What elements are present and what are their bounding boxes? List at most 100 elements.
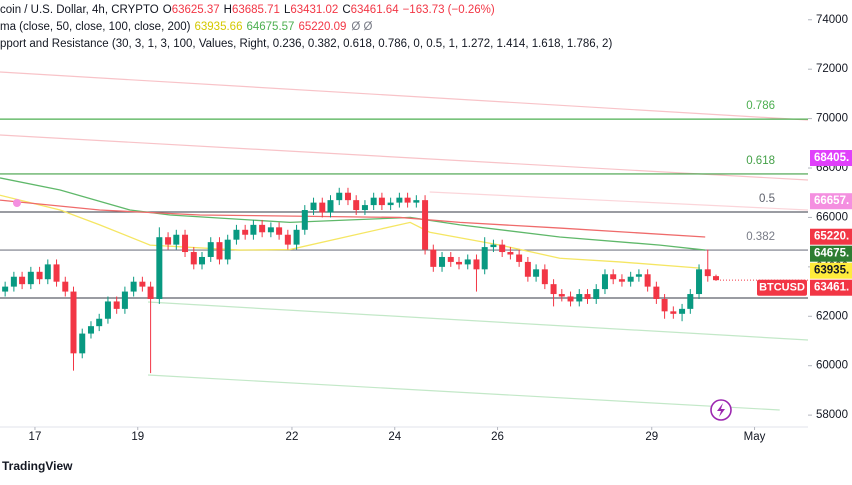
ohlc-value: 63431.02 — [290, 4, 338, 16]
price-label-box — [810, 279, 852, 296]
price-label-box — [810, 262, 852, 279]
candle-body — [79, 333, 86, 354]
candle-body — [413, 200, 420, 203]
candle-body — [156, 237, 163, 299]
ohlc-value: 63625.37 — [172, 4, 220, 16]
x-tick-label: May — [744, 431, 766, 443]
candle-body — [464, 259, 471, 265]
candle-body — [87, 326, 94, 334]
candle-body — [635, 274, 642, 277]
y-tick-label: 58000 — [816, 409, 848, 421]
candle-body — [644, 274, 651, 287]
candle-body — [550, 284, 557, 295]
alert-icon[interactable] — [710, 399, 732, 421]
candle-body — [27, 271, 34, 285]
header-line: coin / U.S. Dollar, 4h, CRYPTO O63625.37 H… — [0, 4, 495, 16]
candle-body — [558, 294, 565, 297]
candle-body — [259, 224, 266, 233]
candle-body — [455, 261, 462, 265]
indicator-name: ma (close, 50, close, 100, close, 200) — [0, 21, 191, 33]
candle-body — [336, 192, 343, 201]
price-label: 63461. — [814, 282, 849, 294]
candle-body — [679, 308, 686, 314]
x-tick-label: 22 — [286, 431, 299, 443]
ohlc-key: C — [342, 4, 350, 16]
ohlc-value: 63461.64 — [351, 4, 400, 16]
candle-body — [284, 234, 291, 245]
candle-body — [404, 197, 411, 203]
candle-body — [447, 256, 454, 262]
candle-body — [233, 229, 240, 240]
candle-body — [422, 200, 429, 250]
sr-level-label: 0.5 — [759, 193, 775, 205]
candle-body — [319, 202, 326, 213]
candle-body — [44, 264, 51, 280]
candle-body — [190, 252, 197, 265]
candle-body — [627, 276, 634, 282]
candle-body — [687, 294, 694, 309]
candle-body — [507, 252, 514, 255]
candle-body — [276, 227, 283, 235]
y-tick-label: 62000 — [816, 310, 848, 322]
price-label-box — [810, 228, 852, 245]
sr-level-label: 0.382 — [746, 231, 775, 243]
x-tick-label: 29 — [645, 431, 658, 443]
price-label: 65220. — [814, 231, 849, 243]
candle-body — [387, 202, 394, 206]
price-label: 68405. — [814, 152, 849, 164]
candle-body — [370, 197, 377, 206]
candle-body — [293, 229, 300, 245]
trendline — [147, 374, 780, 411]
x-tick-label: 24 — [388, 431, 401, 443]
y-tick-label: 60000 — [816, 360, 848, 372]
price-label: 63935. — [814, 265, 849, 277]
x-tick-label: 19 — [131, 431, 144, 443]
brand: TradingView — [2, 459, 73, 473]
moving-average — [0, 177, 706, 251]
sr-level-label: 0.618 — [746, 155, 775, 167]
candle-body — [327, 200, 334, 213]
candle-body — [242, 229, 249, 235]
candle-body — [473, 259, 480, 270]
y-tick-label: 70000 — [816, 113, 848, 125]
candle-body — [344, 192, 351, 201]
candle-body — [670, 311, 677, 314]
candle-body — [139, 281, 146, 287]
candle-body — [36, 271, 43, 280]
candle-body — [207, 242, 214, 257]
candle-body — [541, 269, 548, 285]
candle-body — [216, 242, 223, 260]
candle-body — [584, 294, 591, 299]
y-tick-label: 66000 — [816, 211, 848, 223]
indicator-value: 63935.66 — [195, 21, 243, 33]
y-tick-label: 72000 — [816, 63, 848, 75]
candle-body — [533, 269, 540, 277]
trendline — [147, 301, 809, 341]
candle-body — [353, 200, 360, 211]
y-tick-label: 74000 — [816, 14, 848, 26]
candle-body — [10, 276, 17, 287]
candle-body — [147, 286, 154, 299]
indicator-value: 64675.57 — [246, 21, 294, 33]
candle-body — [661, 298, 668, 312]
candle-body — [121, 291, 128, 309]
candle-body — [653, 286, 660, 299]
candle-body — [704, 269, 711, 277]
moving-average — [0, 199, 706, 238]
moving-average — [0, 194, 701, 269]
x-tick-label: 26 — [491, 431, 504, 443]
trendline — [0, 134, 809, 181]
candle-body — [576, 294, 583, 302]
candle-body — [173, 234, 180, 245]
indicator-tail: Ø Ø — [351, 21, 372, 33]
candle-body — [113, 301, 120, 309]
price-label-box — [810, 193, 852, 210]
change: −163.73 (−0.26%) — [403, 4, 495, 16]
header-line: ma (close, 50, close, 100, close, 200) 63… — [0, 21, 373, 33]
candle-body — [165, 237, 172, 245]
candle-body — [224, 239, 231, 260]
symbol-title: coin / U.S. Dollar, 4h, CRYPTO — [0, 4, 159, 16]
symbol-label: BTCUSD — [759, 282, 805, 294]
candle-body — [53, 264, 60, 282]
